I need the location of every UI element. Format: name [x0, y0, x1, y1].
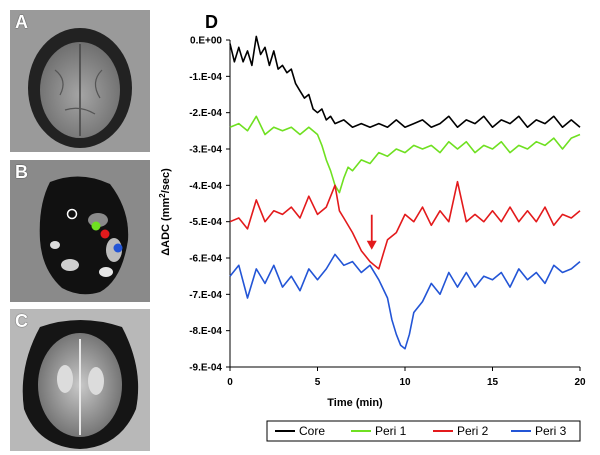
y-tick-label: -2.E-04	[189, 108, 222, 119]
panel-d-letter: D	[205, 12, 218, 32]
legend-label-peri-1: Peri 1	[375, 424, 407, 438]
roi-core-marker	[66, 208, 78, 220]
x-axis-title: Time (min)	[327, 397, 383, 409]
y-tick-label: -1.E-04	[189, 72, 222, 83]
y-tick-label: -6.E-04	[189, 254, 222, 265]
annotation-arrow-head	[366, 240, 377, 250]
chart-axes: 0.E+00 -1.E-04 -2.E-04 -3.E-04 -4.E-04 -5.E-0…	[189, 36, 586, 389]
panel-a-image: A	[10, 10, 150, 152]
x-tick-label: 5	[315, 377, 321, 388]
series-line-peri-3	[229, 253, 581, 350]
x-tick-label: 20	[574, 377, 586, 388]
panel-b-letter: B	[15, 162, 28, 182]
series-line-core	[229, 35, 581, 128]
x-tick-label: 0	[227, 377, 233, 388]
panel-b-image: B	[10, 160, 150, 302]
chart-annotation	[366, 214, 377, 250]
series-line-peri-1	[229, 115, 581, 194]
panel-b-roi-graphic	[10, 160, 150, 302]
legend-label-core: Core	[299, 424, 325, 438]
legend-label-peri-2: Peri 2	[457, 424, 489, 438]
roi-peri2-marker	[100, 229, 110, 239]
y-tick-label: -8.E-04	[189, 326, 222, 337]
y-tick-label: -5.E-04	[189, 217, 222, 228]
panel-c-letter: C	[15, 311, 28, 331]
y-tick-label: -4.E-04	[189, 181, 222, 192]
roi-peri1-marker	[91, 221, 101, 231]
chart-series	[229, 35, 581, 350]
panel-a-brain-graphic	[10, 10, 150, 152]
roi-peri3-marker	[113, 243, 123, 253]
adc-line-chart: D ΔADC (mm2/sec) Time (min) 0.E+00 -1.E-0…	[158, 12, 586, 442]
panel-a-letter: A	[15, 12, 28, 32]
y-tick-label: 0.E+00	[190, 36, 222, 47]
y-axis-title: ΔADC (mm2/sec)	[158, 168, 173, 256]
x-tick-label: 15	[487, 377, 499, 388]
series-line-peri-2	[229, 180, 581, 270]
y-tick-label: -9.E-04	[189, 363, 222, 374]
panel-c-brain-graphic	[10, 309, 150, 451]
y-tick-label: -3.E-04	[189, 145, 222, 156]
legend-box	[266, 420, 581, 442]
y-tick-label: -7.E-04	[189, 290, 222, 301]
chart-legend: Core Peri 1 Peri 2 Peri 3	[266, 420, 581, 442]
x-tick-label: 10	[399, 377, 411, 388]
panel-c-image: C	[10, 309, 150, 451]
legend-label-peri-3: Peri 3	[535, 424, 567, 438]
